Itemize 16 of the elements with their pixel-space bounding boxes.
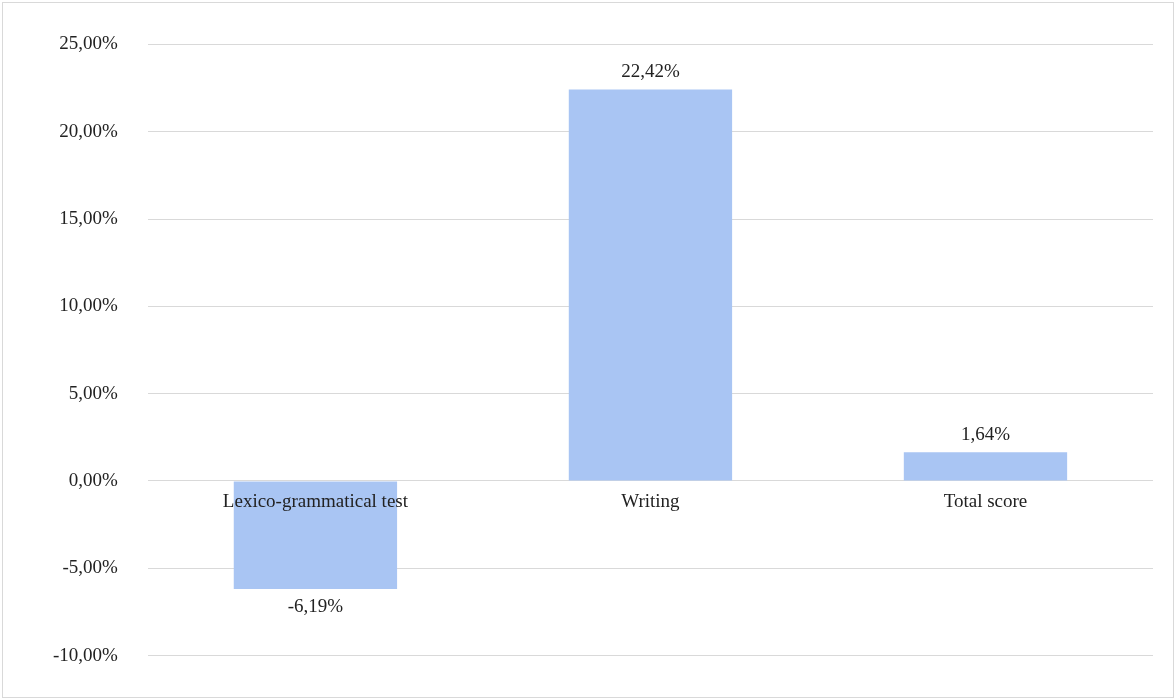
- x-tick-label: Total score: [943, 490, 1028, 512]
- y-tick-label: 5,00%: [68, 381, 119, 403]
- bar: [903, 452, 1068, 481]
- y-tick-label: 10,00%: [59, 294, 119, 316]
- y-tick-label: 20,00%: [59, 119, 119, 141]
- bar: [568, 89, 733, 481]
- x-tick-label: Lexico-grammatical test: [222, 490, 409, 512]
- y-tick-label: -5,00%: [62, 556, 119, 578]
- y-tick-label: 0,00%: [68, 468, 119, 490]
- y-tick-label: -10,00%: [53, 643, 119, 665]
- y-tick-label: 25,00%: [59, 32, 119, 54]
- y-tick-label: 15,00%: [59, 207, 119, 229]
- data-label: 1,64%: [960, 422, 1011, 444]
- x-tick-label: Writing: [621, 490, 681, 512]
- data-label: 22,42%: [621, 59, 680, 81]
- data-label: -6,19%: [287, 594, 344, 616]
